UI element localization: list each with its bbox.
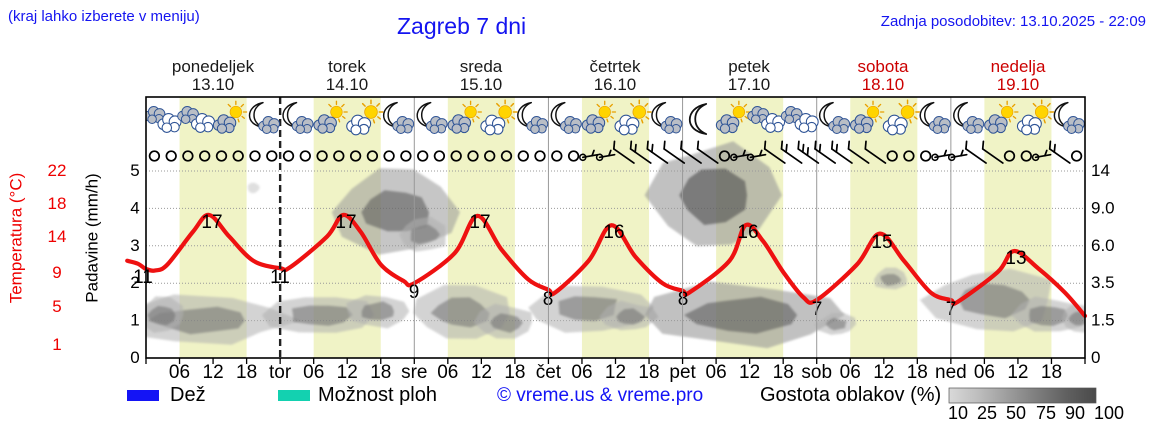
svg-text:18: 18 <box>638 362 659 383</box>
svg-text:Dež: Dež <box>170 384 206 406</box>
svg-text:22: 22 <box>48 161 67 180</box>
svg-text:15: 15 <box>871 232 892 253</box>
svg-text:17: 17 <box>335 212 356 233</box>
svg-text:© vreme.us & vreme.pro: © vreme.us & vreme.pro <box>497 385 703 406</box>
svg-text:06: 06 <box>169 362 190 383</box>
svg-text:9: 9 <box>52 263 61 282</box>
svg-text:14: 14 <box>1091 161 1110 180</box>
svg-text:16: 16 <box>603 222 624 243</box>
svg-text:čet: čet <box>536 362 562 383</box>
svg-text:12: 12 <box>739 362 760 383</box>
svg-text:tor: tor <box>269 362 292 383</box>
svg-text:06: 06 <box>974 362 995 383</box>
svg-text:1: 1 <box>130 311 139 330</box>
svg-text:14: 14 <box>48 227 67 246</box>
svg-text:06: 06 <box>303 362 324 383</box>
svg-text:75: 75 <box>1036 403 1056 423</box>
svg-text:16: 16 <box>737 222 758 243</box>
svg-text:06: 06 <box>840 362 861 383</box>
svg-text:0: 0 <box>130 348 139 367</box>
svg-text:3: 3 <box>130 236 139 255</box>
svg-text:0: 0 <box>1091 348 1100 367</box>
svg-text:6.0: 6.0 <box>1091 236 1115 255</box>
svg-text:18: 18 <box>370 362 391 383</box>
svg-text:25: 25 <box>977 403 997 423</box>
svg-text:50: 50 <box>1006 403 1026 423</box>
svg-text:Možnost ploh: Možnost ploh <box>318 384 437 406</box>
svg-text:sre: sre <box>401 362 427 383</box>
svg-text:12: 12 <box>337 362 358 383</box>
svg-text:17: 17 <box>469 212 490 233</box>
svg-text:18: 18 <box>236 362 257 383</box>
svg-text:18: 18 <box>1041 362 1062 383</box>
svg-text:18: 18 <box>504 362 525 383</box>
svg-text:Gostota oblakov (%): Gostota oblakov (%) <box>760 384 941 406</box>
svg-text:9.0: 9.0 <box>1091 198 1115 217</box>
svg-text:17: 17 <box>201 212 222 233</box>
svg-text:sob: sob <box>801 362 832 383</box>
svg-text:12: 12 <box>203 362 224 383</box>
svg-text:2: 2 <box>130 273 139 292</box>
svg-text:5: 5 <box>130 161 139 180</box>
svg-text:18: 18 <box>907 362 928 383</box>
svg-text:12: 12 <box>873 362 894 383</box>
svg-text:12: 12 <box>1007 362 1028 383</box>
svg-text:4: 4 <box>130 198 139 217</box>
svg-text:ned: ned <box>935 362 967 383</box>
svg-text:06: 06 <box>706 362 727 383</box>
svg-text:06: 06 <box>571 362 592 383</box>
svg-text:12: 12 <box>605 362 626 383</box>
svg-text:5: 5 <box>52 297 61 316</box>
svg-text:100: 100 <box>1094 403 1124 423</box>
svg-text:18: 18 <box>48 194 67 213</box>
svg-text:12: 12 <box>471 362 492 383</box>
svg-text:1.5: 1.5 <box>1091 311 1115 330</box>
svg-text:90: 90 <box>1065 403 1085 423</box>
svg-text:06: 06 <box>437 362 458 383</box>
svg-text:3.5: 3.5 <box>1091 273 1115 292</box>
svg-text:18: 18 <box>773 362 794 383</box>
svg-text:pet: pet <box>669 362 696 383</box>
svg-text:1: 1 <box>52 335 61 354</box>
svg-text:13: 13 <box>1005 248 1026 269</box>
svg-text:10: 10 <box>948 403 968 423</box>
